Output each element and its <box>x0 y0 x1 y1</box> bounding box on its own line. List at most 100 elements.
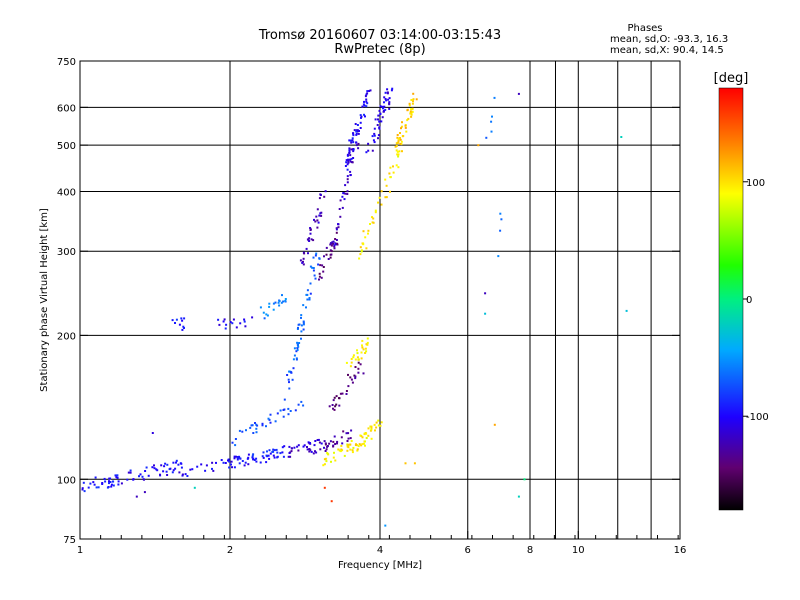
data-point <box>93 483 96 486</box>
data-point <box>303 252 306 255</box>
data-point <box>350 358 353 360</box>
data-point <box>360 250 363 253</box>
data-point <box>117 483 120 486</box>
data-point <box>181 328 184 331</box>
data-point <box>288 370 291 373</box>
data-point <box>401 121 403 124</box>
data-point <box>165 470 168 473</box>
data-point <box>371 135 374 138</box>
data-point <box>325 253 328 256</box>
data-point <box>293 446 296 449</box>
data-point <box>342 430 345 433</box>
data-point <box>180 466 183 469</box>
stats-heading: Phases <box>627 23 662 34</box>
data-point <box>360 115 363 118</box>
x-tick-label: 1 <box>77 545 83 556</box>
data-point <box>153 467 156 470</box>
data-point <box>243 464 246 467</box>
data-point <box>372 139 375 142</box>
data-point <box>359 253 362 256</box>
x-tick-label: 10 <box>572 545 585 556</box>
data-point <box>338 449 341 452</box>
data-point <box>346 175 349 178</box>
y-tick-label: 750 <box>57 57 76 68</box>
data-point <box>261 424 264 427</box>
data-point <box>345 161 348 164</box>
data-point <box>230 460 233 463</box>
data-point <box>220 459 223 461</box>
data-point <box>339 450 342 453</box>
data-point <box>412 100 414 103</box>
data-point <box>110 483 113 486</box>
data-point <box>367 434 370 437</box>
data-point <box>245 429 247 432</box>
data-point <box>164 462 167 465</box>
data-point <box>384 98 387 100</box>
data-point <box>283 445 286 448</box>
data-point <box>300 330 303 333</box>
data-point <box>259 306 262 309</box>
data-point <box>296 347 299 349</box>
data-point <box>349 437 352 440</box>
data-point <box>370 426 373 429</box>
data-point <box>151 466 154 469</box>
data-point <box>250 424 253 427</box>
data-point <box>334 238 337 240</box>
data-point <box>293 354 296 357</box>
data-point <box>272 302 275 305</box>
data-point <box>369 223 371 225</box>
data-point <box>238 429 241 432</box>
data-point <box>305 306 307 309</box>
data-point <box>354 358 357 361</box>
data-point <box>172 469 175 472</box>
data-point <box>314 220 317 223</box>
data-point <box>389 166 392 169</box>
data-point <box>399 142 402 145</box>
data-point <box>297 444 300 447</box>
data-point <box>159 473 161 476</box>
data-point <box>313 218 315 221</box>
data-point <box>312 452 315 455</box>
data-point <box>396 150 399 153</box>
data-point <box>332 399 335 402</box>
data-point <box>345 159 348 162</box>
data-point <box>384 524 387 527</box>
data-point <box>324 450 327 452</box>
data-point <box>181 473 184 476</box>
data-point <box>296 349 299 351</box>
data-point <box>183 327 185 329</box>
data-point <box>409 110 412 113</box>
data-point <box>381 105 384 108</box>
y-axis-label: Stationary phase Virtual Height [km] <box>39 208 50 392</box>
data-point <box>341 392 344 395</box>
data-point <box>255 457 258 460</box>
data-point <box>407 117 410 120</box>
data-point <box>365 100 368 103</box>
data-point <box>155 468 158 471</box>
data-point <box>385 196 388 199</box>
data-point <box>267 454 270 457</box>
data-point <box>222 461 225 464</box>
data-point <box>294 409 297 412</box>
data-point <box>413 462 416 465</box>
data-point <box>268 418 271 421</box>
data-point <box>333 435 336 438</box>
data-point <box>81 487 84 490</box>
data-point <box>244 325 247 328</box>
data-point <box>290 371 293 374</box>
data-point <box>284 298 287 300</box>
data-point <box>373 134 376 137</box>
data-point <box>288 452 291 454</box>
x-tick-label: 8 <box>527 545 533 556</box>
data-point <box>323 446 325 449</box>
data-point <box>305 247 308 250</box>
data-point <box>166 463 169 466</box>
data-point <box>341 195 344 198</box>
y-tick-label: 400 <box>57 187 76 198</box>
data-point <box>391 87 394 90</box>
data-point <box>350 361 353 364</box>
data-point <box>384 196 387 199</box>
data-point <box>184 473 187 476</box>
data-point <box>279 409 282 412</box>
data-point <box>412 92 415 95</box>
